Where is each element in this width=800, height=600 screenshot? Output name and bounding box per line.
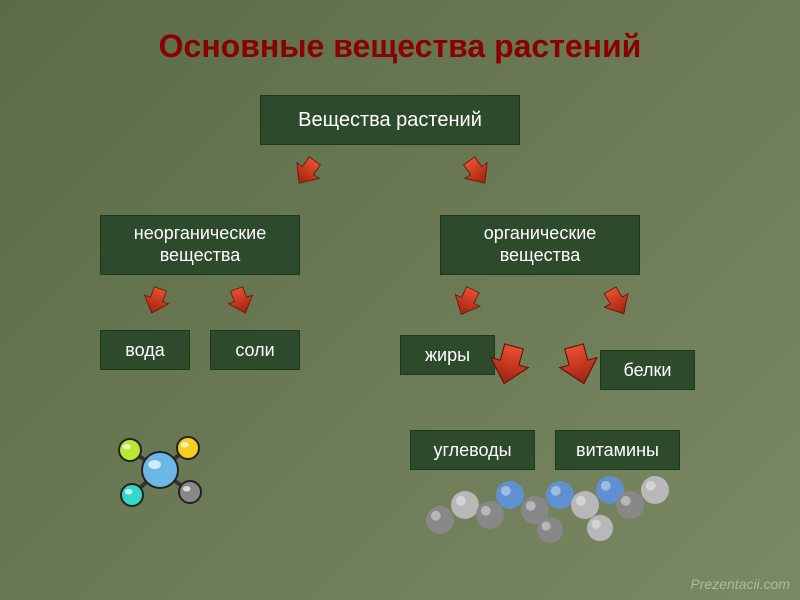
node-root: Вещества растений <box>260 95 520 145</box>
arrow-icon <box>444 279 489 324</box>
node-organic-label: органические вещества <box>441 223 639 266</box>
arrow-icon <box>594 279 640 325</box>
node-fats-label: жиры <box>425 345 470 366</box>
arrow-icon <box>283 148 330 195</box>
molecule-icon-1 <box>110 420 220 530</box>
arrow-icon <box>135 280 176 321</box>
molecule-icon-2 <box>410 440 700 570</box>
watermark: Prezentacii.com <box>690 576 790 592</box>
node-proteins-label: белки <box>624 360 672 381</box>
arrow-icon <box>547 325 611 405</box>
node-root-label: Вещества растений <box>298 109 482 132</box>
node-salts: соли <box>210 330 300 370</box>
node-inorganic: неорганические вещества <box>100 215 300 275</box>
node-proteins: белки <box>600 350 695 390</box>
arrow-icon <box>220 280 261 321</box>
node-inorganic-label: неорганические вещества <box>101 223 299 266</box>
page-title: Основные вещества растений <box>0 0 800 65</box>
node-salts-label: соли <box>235 340 274 361</box>
node-fats: жиры <box>400 335 495 375</box>
node-water: вода <box>100 330 190 370</box>
node-water-label: вода <box>125 340 165 361</box>
arrow-icon <box>453 148 500 195</box>
node-organic: органические вещества <box>440 215 640 275</box>
